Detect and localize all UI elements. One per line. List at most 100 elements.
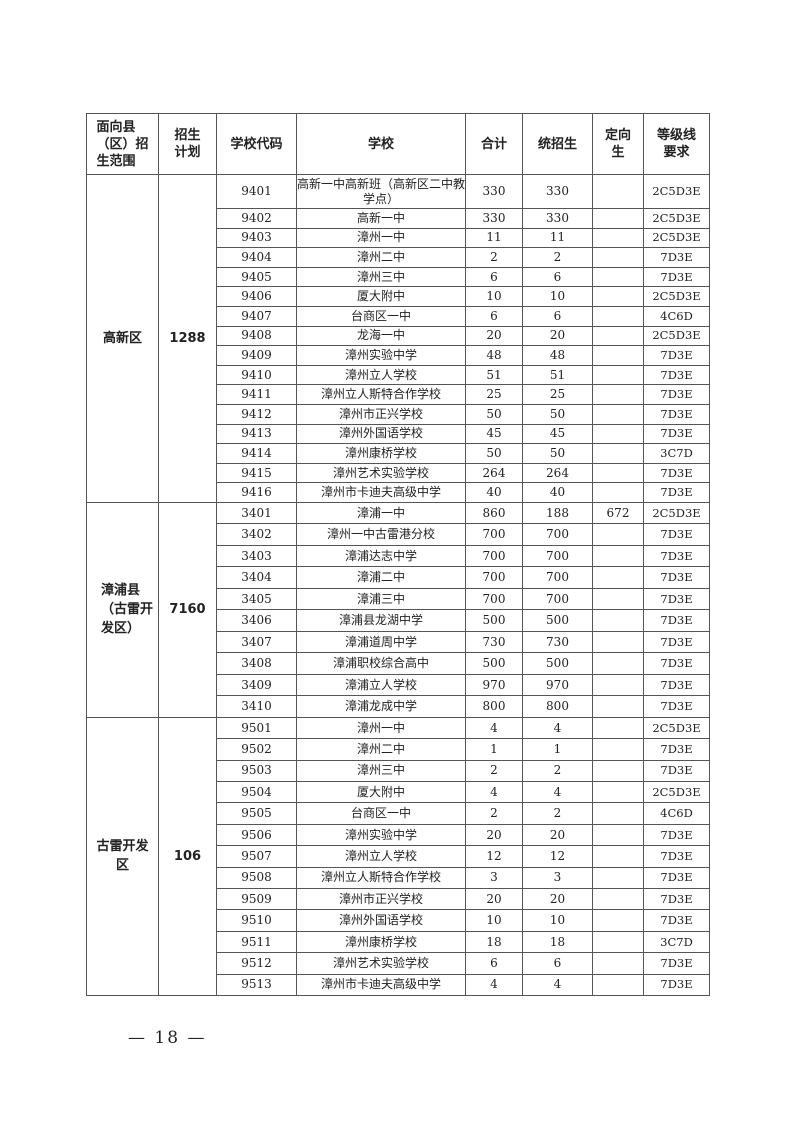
grade-requirement-cell: 7D3E	[643, 544, 710, 568]
total-cell: 20	[465, 888, 523, 911]
school-code-cell: 9410	[216, 364, 297, 386]
total-cell: 20	[465, 823, 523, 847]
header-school: 学校	[296, 113, 466, 175]
directed-cell	[592, 325, 644, 347]
school-code-cell: 9409	[216, 345, 297, 366]
school-name-cell: 漳浦道周中学	[296, 630, 466, 654]
total-cell: 700	[465, 544, 523, 568]
header-grade: 等级线要求	[643, 113, 710, 175]
unified-cell: 2	[522, 802, 593, 825]
grade-requirement-cell: 3C7D	[643, 930, 710, 954]
header-text: 定向生	[605, 128, 632, 160]
unified-cell: 25	[522, 384, 593, 405]
directed-cell	[592, 345, 644, 366]
unified-cell: 188	[522, 501, 593, 525]
school-code-cell: 9502	[216, 738, 297, 761]
directed-cell	[592, 952, 644, 975]
grade-requirement-cell: 7D3E	[643, 973, 710, 996]
school-code-cell: 9510	[216, 909, 297, 932]
grade-requirement-cell: 2C5D3E	[643, 227, 710, 249]
unified-cell: 500	[522, 652, 593, 675]
unified-cell: 3	[522, 866, 593, 890]
grade-requirement-cell: 7D3E	[643, 266, 710, 288]
header-school-code: 学校代码	[216, 113, 297, 175]
school-name-cell: 台商区一中	[296, 305, 466, 327]
grade-requirement-cell: 7D3E	[643, 364, 710, 386]
grade-requirement-cell: 3C7D	[643, 443, 710, 464]
directed-cell	[592, 523, 644, 546]
unified-cell: 6	[522, 305, 593, 327]
table-row: 9416 漳州市卡迪夫高级中学 40 40 7D3E	[87, 482, 710, 503]
directed-cell	[592, 544, 644, 568]
school-code-cell: 9413	[216, 423, 297, 445]
school-name-cell: 漳浦县龙湖中学	[296, 609, 466, 632]
school-code-cell: 9508	[216, 866, 297, 890]
school-code-cell: 9503	[216, 759, 297, 783]
unified-cell: 730	[522, 630, 593, 654]
plan-cell: 7160	[158, 501, 217, 718]
header-text: 等级线要求	[657, 128, 697, 160]
page-number: — 18 —	[128, 1028, 207, 1048]
school-code-cell: 9408	[216, 325, 297, 347]
directed-cell	[592, 266, 644, 288]
total-cell: 500	[465, 652, 523, 675]
total-cell: 700	[465, 566, 523, 589]
table-row: 3408 漳浦职校综合高中 500 500 7D3E	[87, 652, 710, 675]
school-code-cell: 9512	[216, 952, 297, 975]
school-name-cell: 漳州市正兴学校	[296, 403, 466, 425]
table-row: 9502 漳州二中 1 1 7D3E	[87, 738, 710, 761]
grade-requirement-cell: 7D3E	[643, 247, 710, 268]
grade-requirement-cell: 7D3E	[643, 738, 710, 761]
total-cell: 10	[465, 909, 523, 932]
unified-cell: 40	[522, 482, 593, 503]
table-row: 9504 厦大附中 4 4 2C5D3E	[87, 781, 710, 804]
school-code-cell: 9401	[216, 174, 297, 209]
table-row: 9506 漳州实验中学 20 20 7D3E	[87, 823, 710, 847]
school-name-cell: 漳浦达志中学	[296, 544, 466, 568]
unified-cell: 700	[522, 544, 593, 568]
total-cell: 18	[465, 930, 523, 954]
table-row: 9503 漳州三中 2 2 7D3E	[87, 759, 710, 783]
school-code-cell: 9504	[216, 781, 297, 804]
grade-requirement-cell: 7D3E	[643, 909, 710, 932]
directed-cell	[592, 174, 644, 209]
total-cell: 50	[465, 443, 523, 464]
table-row: 9404 漳州二中 2 2 7D3E	[87, 247, 710, 268]
table-row: 9512 漳州艺术实验学校 6 6 7D3E	[87, 952, 710, 975]
total-cell: 45	[465, 423, 523, 445]
grade-requirement-cell: 7D3E	[643, 587, 710, 611]
table-row: 9402 高新一中 330 330 2C5D3E	[87, 208, 710, 229]
school-name-cell: 漳州艺术实验学校	[296, 952, 466, 975]
unified-cell: 330	[522, 174, 593, 209]
table-row: 9513 漳州市卡迪夫高级中学 4 4 7D3E	[87, 973, 710, 996]
directed-cell	[592, 286, 644, 307]
header-plan: 招生计划	[158, 113, 217, 175]
school-code-cell: 9509	[216, 888, 297, 911]
table-row: 9408 龙海一中 20 20 2C5D3E	[87, 325, 710, 347]
directed-cell	[592, 716, 644, 740]
region-cell: 高新区	[86, 174, 159, 503]
school-code-cell: 9415	[216, 462, 297, 484]
table-row: 漳浦县 （古雷开 发区） 7160 3401 漳浦一中 860 188 672 2C5D3E	[86, 501, 710, 718]
total-cell: 50	[465, 403, 523, 425]
table-row: 9415 漳州艺术实验学校 264 264 7D3E	[87, 462, 710, 484]
school-code-cell: 3406	[216, 609, 297, 632]
region-text: 区	[115, 858, 129, 874]
school-code-cell: 9411	[216, 384, 297, 405]
total-cell: 700	[465, 523, 523, 546]
unified-cell: 11	[522, 227, 593, 249]
school-name-cell: 漳州立人学校	[296, 845, 466, 868]
region-text: 漳浦县	[101, 583, 141, 599]
grade-requirement-cell: 4C6D	[643, 802, 710, 825]
grade-requirement-cell: 4C6D	[643, 305, 710, 327]
school-name-cell: 漳州一中	[296, 227, 466, 249]
total-cell: 2	[465, 802, 523, 825]
school-name-cell: 漳州市卡迪夫高级中学	[296, 973, 466, 996]
directed-cell	[592, 973, 644, 996]
table-row: 古雷开发区 106 9501 漳州一中 4 4 2C5D3E	[86, 716, 710, 996]
grade-requirement-cell: 7D3E	[643, 823, 710, 847]
total-cell: 970	[465, 673, 523, 697]
school-code-cell: 3410	[216, 695, 297, 718]
directed-cell	[592, 630, 644, 654]
directed-cell	[592, 802, 644, 825]
